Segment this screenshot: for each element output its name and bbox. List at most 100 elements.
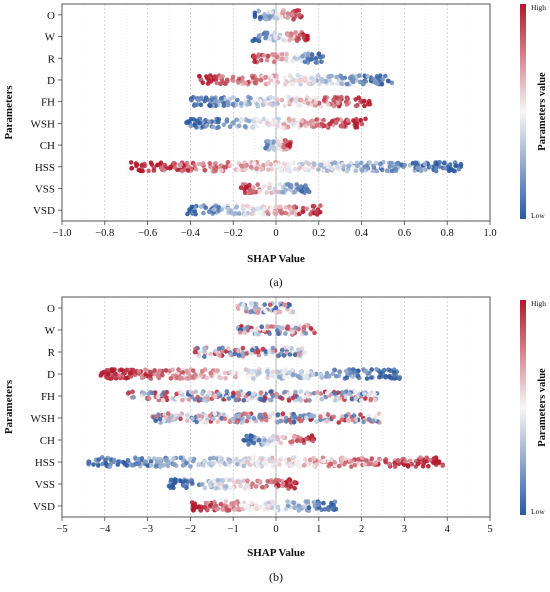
- shap-point: [219, 168, 224, 173]
- shap-point: [235, 479, 241, 485]
- shap-point: [287, 118, 293, 124]
- shap-point: [339, 124, 344, 129]
- shap-point: [223, 484, 229, 489]
- shap-point: [327, 121, 332, 127]
- shap-point: [200, 80, 206, 85]
- shap-point: [294, 182, 300, 187]
- shap-point: [249, 500, 254, 506]
- shap-point: [250, 189, 256, 194]
- shap-point: [266, 503, 271, 509]
- shap-point: [267, 185, 272, 191]
- shap-point: [148, 376, 154, 381]
- shap-point: [300, 209, 306, 214]
- shap-point: [283, 205, 289, 210]
- shap-point: [331, 103, 337, 109]
- shap-point: [380, 77, 386, 82]
- shap-point: [234, 204, 240, 209]
- shap-point: [271, 139, 277, 144]
- shap-point: [244, 351, 249, 356]
- shap-point: [253, 37, 258, 42]
- shap-point: [196, 161, 202, 167]
- shap-point: [158, 160, 164, 165]
- shap-point: [161, 418, 167, 424]
- shap-point: [340, 390, 346, 395]
- shap-point: [124, 463, 130, 468]
- shap-point: [244, 185, 249, 190]
- shap-point: [255, 310, 261, 315]
- shap-point: [409, 462, 415, 467]
- shap-point: [308, 326, 314, 331]
- shap-point: [228, 463, 233, 469]
- shap-point: [379, 413, 385, 419]
- shap-point: [244, 306, 249, 311]
- shap-point: [253, 304, 259, 310]
- shap-point: [155, 162, 160, 168]
- shap-point: [227, 504, 232, 509]
- shap-point: [188, 123, 194, 129]
- shap-point: [314, 209, 320, 214]
- shap-point: [263, 349, 269, 354]
- shap-point: [274, 54, 280, 60]
- shap-point: [240, 203, 246, 209]
- shap-point: [86, 459, 91, 465]
- shap-point: [267, 414, 273, 419]
- shap-point: [283, 506, 289, 512]
- shap-point: [172, 477, 178, 482]
- shap-point: [250, 75, 256, 80]
- shap-point: [216, 164, 222, 170]
- y-axis-title: Parameters: [3, 379, 15, 434]
- shap-point: [372, 391, 377, 397]
- shap-point: [258, 504, 264, 510]
- shap-point: [311, 456, 317, 462]
- shap-point: [278, 457, 284, 462]
- shap-point: [279, 52, 285, 57]
- shap-point: [225, 346, 231, 351]
- shap-point: [178, 478, 184, 484]
- shap-point: [273, 458, 278, 464]
- shap-point: [278, 204, 283, 209]
- shap-point: [275, 412, 281, 418]
- shap-point: [243, 411, 249, 417]
- shap-point: [190, 481, 195, 486]
- shap-point: [273, 189, 279, 195]
- shap-point: [215, 368, 220, 373]
- shap-point: [240, 117, 245, 122]
- feature-points-hss: [86, 455, 446, 469]
- shap-point: [156, 459, 162, 465]
- shap-point: [367, 160, 373, 165]
- shap-point: [202, 459, 208, 465]
- shap-point: [281, 353, 287, 358]
- shap-point: [326, 373, 332, 379]
- shap-point: [241, 398, 246, 403]
- shap-point: [262, 302, 268, 307]
- shap-point: [273, 119, 278, 124]
- shap-point: [133, 161, 139, 166]
- shap-point: [288, 184, 294, 190]
- shap-point: [291, 500, 297, 506]
- shap-point: [251, 416, 257, 421]
- shap-point: [238, 163, 244, 169]
- shap-point: [277, 182, 283, 187]
- shap-point: [289, 97, 294, 103]
- shap-point: [202, 354, 207, 359]
- shap-point: [458, 162, 464, 167]
- shap-point: [418, 167, 424, 173]
- panel-label: (a): [269, 275, 282, 289]
- shap-point: [420, 464, 426, 469]
- shap-point: [339, 456, 344, 462]
- shap-point: [269, 324, 274, 329]
- shap-point: [295, 73, 301, 78]
- shap-point: [198, 204, 204, 210]
- shap-point: [220, 79, 226, 85]
- shap-point: [216, 391, 221, 397]
- feature-label: VSS: [35, 479, 55, 491]
- shap-point: [309, 75, 314, 81]
- shap-point: [264, 190, 270, 195]
- shap-point: [362, 462, 368, 467]
- feature-points-wsh: [150, 411, 385, 425]
- shap-point: [256, 331, 261, 337]
- shap-point: [451, 168, 456, 173]
- feature-points-hss: [128, 159, 464, 174]
- shap-point: [113, 372, 119, 377]
- shap-point: [231, 500, 236, 506]
